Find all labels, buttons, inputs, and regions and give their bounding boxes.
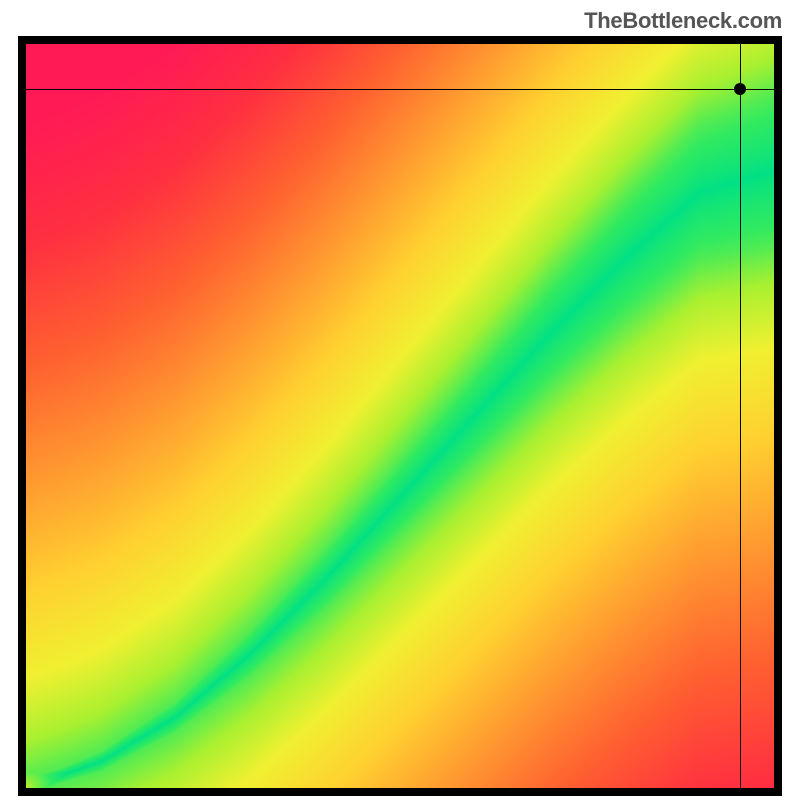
bottleneck-heatmap xyxy=(18,36,782,796)
watermark-text: TheBottleneck.com xyxy=(584,8,782,34)
heatmap-canvas xyxy=(26,44,774,788)
